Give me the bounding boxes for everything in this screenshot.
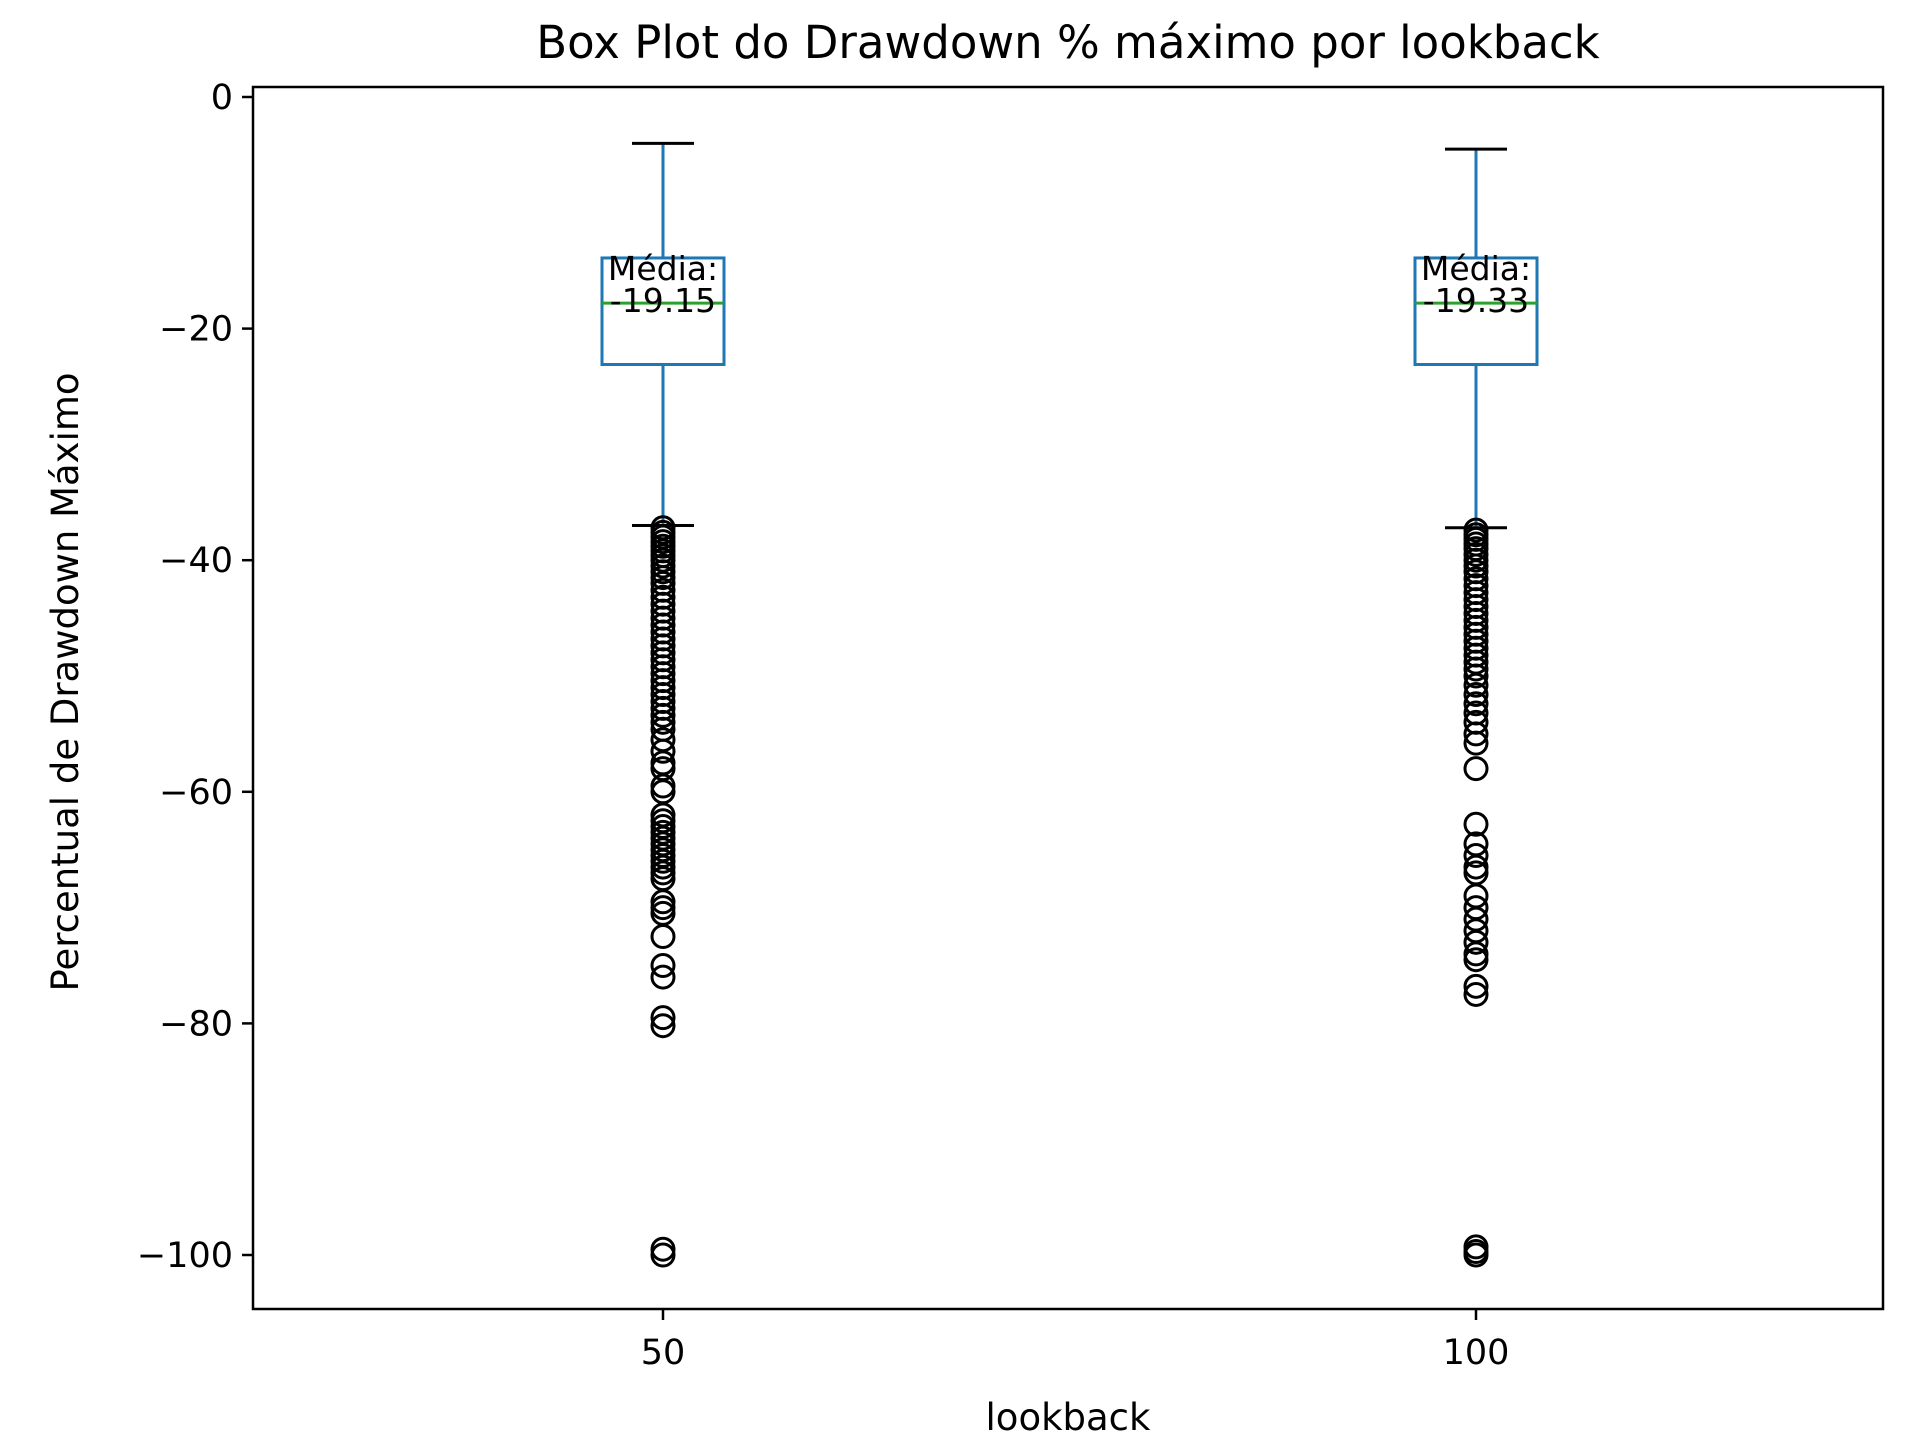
y-tick-label: −60: [159, 773, 233, 813]
plot-frame: [251, 85, 1885, 1311]
x-tick-label: 50: [641, 1333, 686, 1373]
outlier-point: [650, 964, 676, 990]
outlier-point: [650, 702, 676, 728]
y-tick-label: 0: [211, 78, 233, 118]
mean-annotation-value: -19.15: [610, 281, 716, 320]
outlier-point: [650, 1005, 676, 1031]
outlier-point: [650, 709, 676, 735]
outlier-point: [1463, 730, 1489, 756]
box-group-100: Média:-19.33: [1413, 147, 1539, 1268]
x-axis-label: lookback: [986, 1396, 1151, 1439]
outlier-point: [1463, 981, 1489, 1007]
x-tick-label: 100: [1443, 1333, 1510, 1373]
outlier-point: [650, 1013, 676, 1039]
y-tick-label: −100: [137, 1236, 233, 1276]
outlier-point: [650, 738, 676, 764]
outlier-point: [1463, 691, 1489, 717]
outlier-point: [650, 924, 676, 950]
box-group-50: Média:-19.15: [600, 141, 726, 1268]
outlier-point: [1463, 656, 1489, 682]
outlier-point: [1463, 947, 1489, 973]
box-iqr: [1413, 256, 1539, 366]
outlier-point: [1463, 973, 1489, 999]
outlier-point: [1463, 811, 1489, 837]
y-tick-label: −80: [159, 1004, 233, 1044]
outlier-point: [1463, 842, 1489, 868]
mean-annotation-value: -19.33: [1423, 281, 1529, 320]
outlier-point: [650, 953, 676, 978]
y-tick-label: −20: [159, 310, 233, 350]
outlier-point: [1463, 1242, 1489, 1268]
mean-annotation-label: Média:: [608, 249, 718, 288]
outlier-point: [1463, 672, 1489, 698]
y-tick-label: −40: [159, 541, 233, 581]
outlier-point: [1463, 682, 1489, 708]
chart-title: Box Plot do Drawdown % máximo por lookba…: [536, 16, 1599, 69]
outlier-point: [1463, 756, 1489, 782]
outlier-point: [650, 1242, 676, 1268]
outlier-point: [1463, 721, 1489, 747]
box-iqr: [600, 256, 726, 366]
outlier-point: [1463, 929, 1489, 955]
y-axis-label: Percentual de Drawdown Máximo: [44, 372, 87, 991]
mean-annotation-label: Média:: [1421, 249, 1531, 288]
outlier-point: [1463, 663, 1489, 689]
